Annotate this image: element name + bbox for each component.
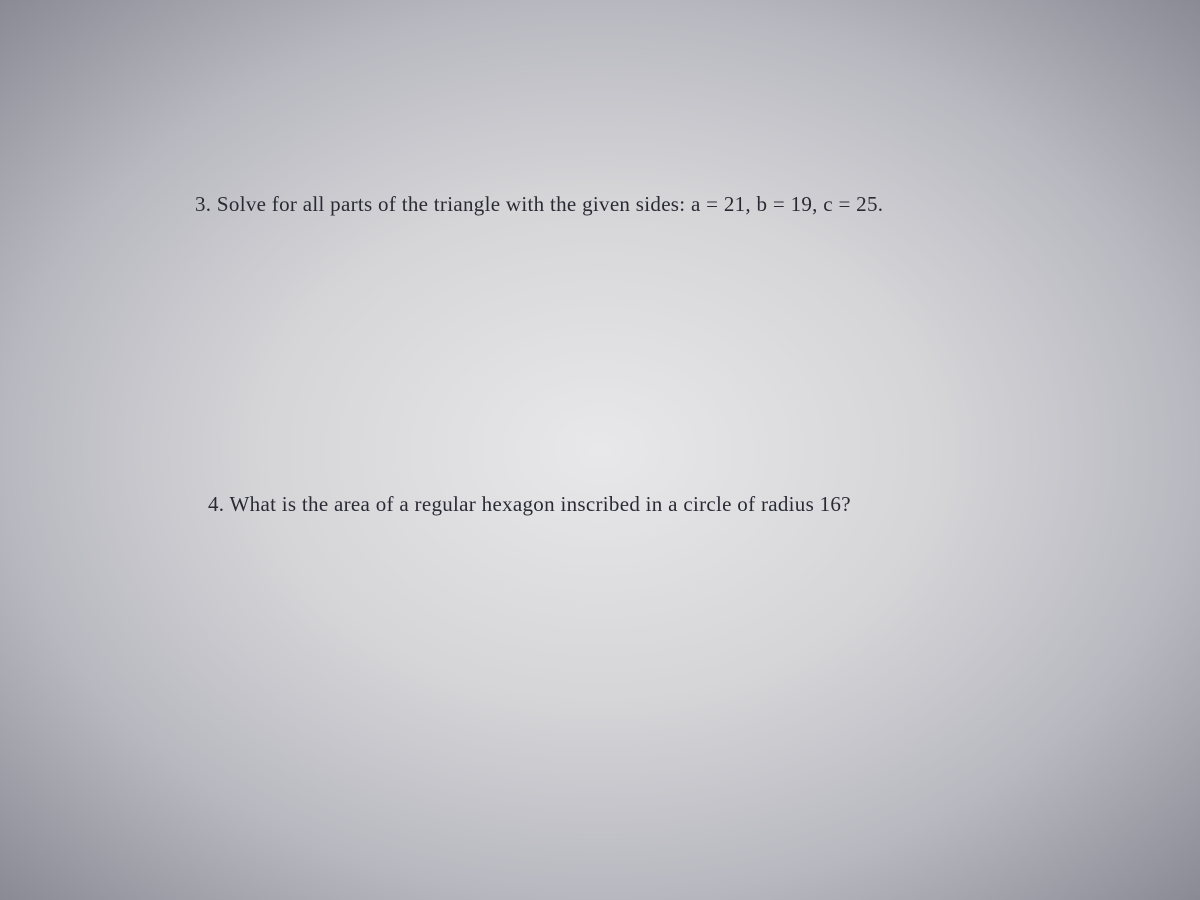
- question-3-number: 3.: [195, 192, 211, 216]
- question-4-text: What is the area of a regular hexagon in…: [230, 492, 851, 516]
- question-3-text: Solve for all parts of the triangle with…: [217, 192, 883, 216]
- question-4-number: 4.: [208, 492, 224, 516]
- question-3: 3. Solve for all parts of the triangle w…: [195, 192, 883, 217]
- question-4: 4. What is the area of a regular hexagon…: [208, 492, 851, 517]
- document-content: 3. Solve for all parts of the triangle w…: [0, 0, 1200, 900]
